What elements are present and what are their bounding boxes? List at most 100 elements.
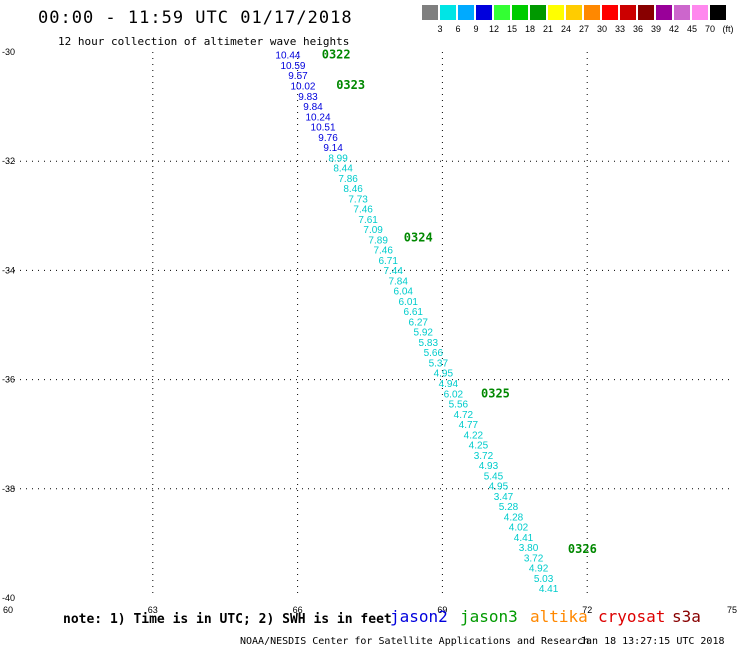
- wave-height-label: 7.73: [348, 194, 368, 205]
- wave-height-label: 7.46: [353, 205, 373, 216]
- color-scale-tick: 33: [614, 24, 625, 34]
- wave-height-label: 9.84: [303, 102, 323, 113]
- wave-height-label: 9.83: [298, 92, 318, 103]
- wave-height-label: 4.41: [514, 533, 534, 544]
- y-tick-label: -30: [2, 47, 15, 57]
- wave-height-label: 5.66: [424, 348, 444, 359]
- color-scale-tick: 36: [632, 24, 643, 34]
- wave-height-label: 4.94: [439, 379, 459, 390]
- wave-height-label: 6.71: [378, 256, 398, 267]
- pass-time-label: 0324: [404, 231, 433, 245]
- color-scale-tick: 24: [560, 24, 571, 34]
- wave-height-label: 7.09: [363, 225, 383, 236]
- color-swatch: [584, 5, 600, 20]
- generation-timestamp: Jan 18 13:27:15 UTC 2018: [580, 636, 725, 647]
- wave-height-label: 5.28: [499, 502, 519, 513]
- color-scale-tick: (ft): [722, 24, 734, 34]
- wave-height-label: 4.95: [489, 482, 509, 493]
- wave-height-label: 9.76: [318, 133, 338, 144]
- pass-time-label: 0323: [336, 78, 365, 92]
- wave-height-label: 4.72: [454, 410, 474, 421]
- color-scale-tick: 45: [686, 24, 697, 34]
- y-tick-label: -32: [2, 156, 15, 166]
- wave-height-label: 5.83: [419, 338, 439, 349]
- color-swatch: [620, 5, 636, 20]
- color-swatch: [512, 5, 528, 20]
- color-scale-tick: 12: [488, 24, 499, 34]
- wave-height-label: 4.92: [529, 564, 549, 575]
- wave-height-label: 7.89: [368, 235, 388, 246]
- wave-height-label: 3.80: [519, 543, 539, 554]
- x-tick-label: 69: [437, 605, 447, 615]
- x-tick-label: 75: [727, 605, 737, 615]
- legend-item-jason2: jason2: [390, 607, 448, 626]
- color-scale-tick: 39: [650, 24, 661, 34]
- color-scale-tick: 18: [524, 24, 535, 34]
- color-swatch: [530, 5, 546, 20]
- wave-height-label: 8.46: [343, 184, 363, 195]
- wave-height-label: 8.99: [328, 153, 348, 164]
- wave-height-label: 5.45: [484, 471, 504, 482]
- footer-note: note: 1) Time is in UTC; 2) SWH is in fe…: [63, 612, 392, 627]
- wave-height-label: 7.46: [373, 246, 393, 257]
- color-scale-tick: 21: [542, 24, 553, 34]
- color-swatch: [458, 5, 474, 20]
- x-tick-label: 60: [3, 605, 13, 615]
- wave-height-label: 4.93: [479, 461, 499, 472]
- wave-height-label: 8.44: [333, 164, 353, 175]
- wave-height-label: 4.95: [434, 369, 454, 380]
- color-swatch: [548, 5, 564, 20]
- wave-height-label: 5.92: [414, 328, 434, 339]
- wave-height-label: 7.61: [358, 215, 378, 226]
- wave-height-label: 4.02: [509, 523, 529, 534]
- color-swatch: [566, 5, 582, 20]
- color-scale-tick: 3: [437, 24, 443, 34]
- x-tick-label: 66: [293, 605, 303, 615]
- color-scale-tick: 6: [455, 24, 461, 34]
- wave-height-label: 10.44: [275, 51, 300, 62]
- chart-subtitle: 12 hour collection of altimeter wave hei…: [58, 35, 350, 48]
- x-tick-label: 63: [148, 605, 158, 615]
- wave-height-label: 3.72: [474, 451, 494, 462]
- wave-height-label: 4.41: [539, 584, 559, 595]
- pass-time-label: 0322: [322, 48, 351, 62]
- wave-height-label: 10.02: [290, 82, 315, 93]
- wave-height-label: 7.84: [388, 276, 408, 287]
- y-tick-label: -38: [2, 484, 15, 494]
- y-tick-label: -40: [2, 593, 15, 603]
- color-swatch: [422, 5, 438, 20]
- wave-height-label: 4.77: [459, 420, 479, 431]
- chart-title: 00:00 - 11:59 UTC 01/17/2018: [38, 8, 353, 28]
- color-scale-tick: 70: [704, 24, 715, 34]
- color-scale-tick: 42: [668, 24, 679, 34]
- color-swatch: [638, 5, 654, 20]
- color-swatch: [710, 5, 726, 20]
- wave-height-label: 3.72: [524, 553, 544, 564]
- wave-height-label: 6.02: [444, 389, 464, 400]
- wave-height-label: 7.86: [338, 174, 358, 185]
- pass-time-label: 0325: [481, 386, 510, 400]
- legend-item-cryosat: cryosat: [598, 607, 666, 626]
- wave-height-label: 6.27: [409, 317, 429, 328]
- wave-height-label: 6.61: [404, 307, 424, 318]
- wave-height-label: 4.28: [504, 512, 524, 523]
- wave-height-label: 6.01: [399, 297, 419, 308]
- wave-height-label: 3.47: [494, 492, 514, 503]
- color-scale-tick: 27: [578, 24, 589, 34]
- wave-height-label: 7.44: [383, 266, 403, 277]
- wave-height-label: 10.59: [280, 61, 305, 72]
- wave-height-label: 10.24: [306, 112, 331, 123]
- wave-height-label: 4.22: [464, 430, 484, 441]
- color-swatch: [692, 5, 708, 20]
- legend-item-altika: altika: [530, 607, 588, 626]
- wave-height-label: 5.56: [449, 400, 469, 411]
- pass-time-label: 0326: [568, 542, 597, 556]
- wave-height-label: 6.04: [393, 287, 413, 298]
- color-scale-tick: 30: [596, 24, 607, 34]
- color-swatch: [494, 5, 510, 20]
- y-tick-label: -34: [2, 265, 15, 275]
- wave-height-label: 9.57: [288, 71, 308, 82]
- x-tick-label: 72: [582, 605, 592, 615]
- color-swatch: [656, 5, 672, 20]
